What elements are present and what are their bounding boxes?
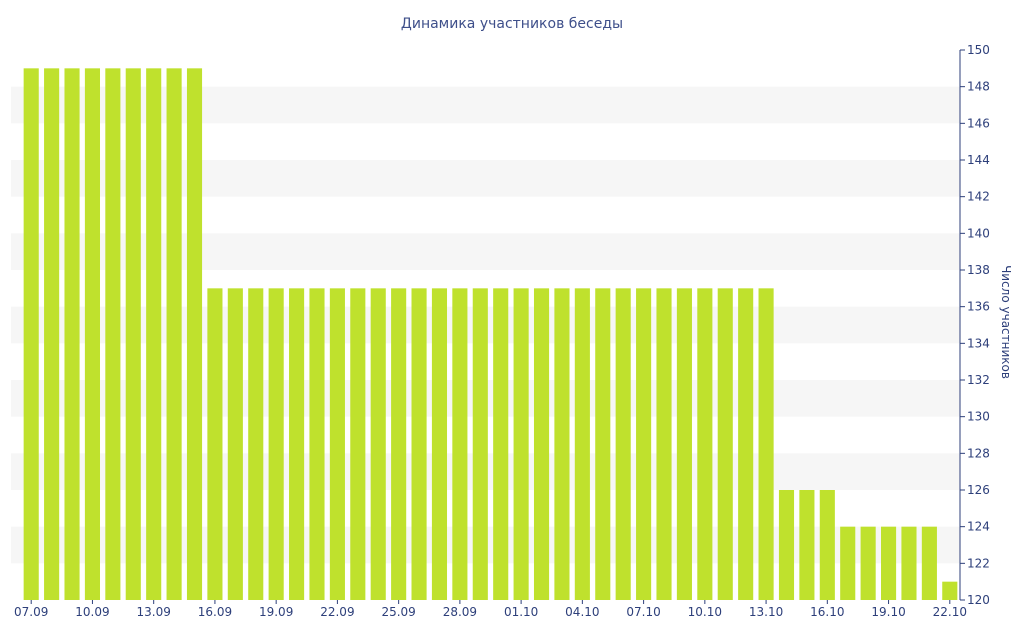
bar-30.09 bbox=[493, 288, 509, 600]
x-tick-label: 19.10 bbox=[871, 605, 905, 619]
bar-17.09 bbox=[227, 288, 243, 600]
bar-21.09 bbox=[309, 288, 325, 600]
bar-17.10 bbox=[840, 526, 856, 600]
y-tick-label: 148 bbox=[967, 80, 990, 94]
bar-13.09 bbox=[146, 68, 162, 601]
bar-26.09 bbox=[411, 288, 427, 600]
y-axis-label: Число участников bbox=[999, 265, 1013, 379]
x-tick-label: 10.10 bbox=[688, 605, 722, 619]
bars bbox=[23, 68, 958, 601]
bar-12.10 bbox=[738, 288, 754, 600]
y-tick-label: 130 bbox=[967, 410, 990, 424]
bar-15.09 bbox=[186, 68, 203, 601]
bar-08.10 bbox=[656, 288, 672, 600]
bar-22.10 bbox=[942, 581, 958, 600]
x-tick-label: 07.10 bbox=[626, 605, 660, 619]
x-tick-label: 10.09 bbox=[75, 605, 109, 619]
y-tick-label: 144 bbox=[967, 153, 990, 167]
y-tick-label: 124 bbox=[967, 520, 990, 534]
bar-19.10 bbox=[881, 526, 897, 600]
bar-06.10 bbox=[615, 288, 631, 600]
y-tick-label: 136 bbox=[967, 300, 990, 314]
y-tick-label: 146 bbox=[967, 116, 990, 130]
bar-07.10 bbox=[636, 288, 652, 600]
bar-02.10 bbox=[533, 288, 550, 600]
x-tick-label: 13.09 bbox=[137, 605, 171, 619]
x-tick-label: 01.10 bbox=[504, 605, 538, 619]
bar-12.09 bbox=[125, 68, 141, 601]
bar-01.10 bbox=[513, 288, 529, 600]
bar-07.09 bbox=[23, 68, 39, 601]
x-tick-label: 28.09 bbox=[443, 605, 477, 619]
y-tick-label: 126 bbox=[967, 483, 990, 497]
x-axis: 07.09 10.09 13.09 16.09 19.09 22.09 25.09 28.09… bbox=[14, 600, 967, 619]
x-tick-label: 22.10 bbox=[933, 605, 967, 619]
bar-23.09 bbox=[350, 288, 366, 600]
bar-27.09 bbox=[431, 288, 448, 600]
y-tick-label: 138 bbox=[967, 263, 990, 277]
y-tick-label: 150 bbox=[967, 43, 990, 57]
bar-19.09 bbox=[268, 288, 284, 600]
bar-16.09 bbox=[207, 288, 223, 600]
bar-22.09 bbox=[329, 288, 345, 600]
y-tick-label: 142 bbox=[967, 190, 990, 204]
bar-10.10 bbox=[697, 288, 713, 600]
bar-14.10 bbox=[778, 490, 795, 600]
x-tick-label: 16.10 bbox=[810, 605, 844, 619]
bar-14.09 bbox=[166, 68, 182, 601]
x-tick-label: 22.09 bbox=[320, 605, 354, 619]
bar-09.09 bbox=[64, 68, 80, 601]
y-tick-label: 132 bbox=[967, 373, 990, 387]
bar-13.10 bbox=[758, 288, 774, 600]
bar-20.10 bbox=[901, 526, 917, 600]
x-tick-label: 25.09 bbox=[381, 605, 415, 619]
bar-10.09 bbox=[84, 68, 100, 601]
x-tick-label: 16.09 bbox=[198, 605, 232, 619]
y-tick-label: 140 bbox=[967, 226, 990, 240]
y-tick-label: 128 bbox=[967, 446, 990, 460]
bar-04.10 bbox=[574, 288, 590, 600]
bar-21.10 bbox=[921, 526, 937, 600]
y-axis: 120 122 124 126 128 130 132 134 136 138 140 142 144 1… bbox=[960, 43, 990, 607]
chart-title: Динамика участников беседы bbox=[401, 16, 623, 32]
bar-05.10 bbox=[595, 288, 611, 600]
bar-11.10 bbox=[717, 288, 733, 600]
bar-15.10 bbox=[799, 490, 815, 600]
x-tick-label: 07.09 bbox=[14, 605, 48, 619]
bar-18.10 bbox=[860, 526, 876, 600]
bar-16.10 bbox=[819, 490, 835, 600]
x-tick-label: 04.10 bbox=[565, 605, 599, 619]
bar-29.09 bbox=[472, 288, 488, 600]
y-tick-label: 122 bbox=[967, 556, 990, 570]
bar-08.09 bbox=[44, 68, 60, 601]
x-tick-label: 19.09 bbox=[259, 605, 293, 619]
bar-18.09 bbox=[248, 288, 264, 600]
bar-03.10 bbox=[554, 288, 570, 600]
y-tick-label: 134 bbox=[967, 336, 990, 350]
x-tick-label: 13.10 bbox=[749, 605, 783, 619]
bar-11.09 bbox=[105, 68, 121, 601]
bar-28.09 bbox=[452, 288, 468, 600]
bar-20.09 bbox=[289, 288, 305, 600]
bar-25.09 bbox=[391, 288, 407, 600]
bar-24.09 bbox=[370, 288, 386, 600]
y-tick-label: 120 bbox=[967, 593, 990, 607]
bar-09.10 bbox=[676, 288, 692, 600]
